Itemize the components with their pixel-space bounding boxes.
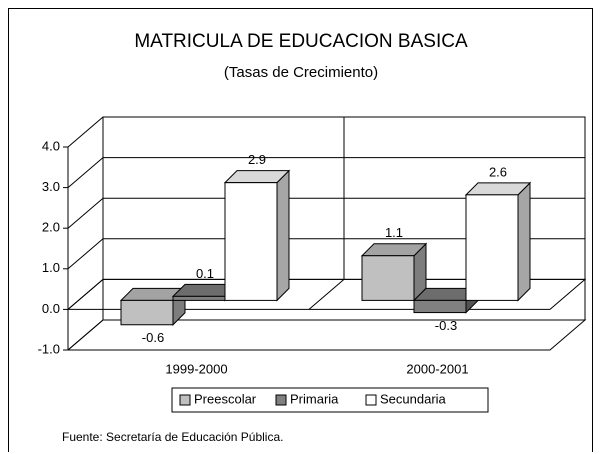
source-note: Fuente: Secretaría de Educación Pública. (62, 430, 283, 444)
bar (120, 299, 174, 326)
y-tick-label: 2.0 (42, 220, 60, 235)
bar-top-shade (362, 243, 426, 256)
grid-side (67, 197, 104, 229)
bar-top-shade (466, 182, 530, 195)
legend-label: Secundaria (380, 391, 447, 406)
legend-label: Primaria (290, 391, 339, 406)
value-label: -0.3 (435, 318, 457, 333)
bar-side-shade (518, 182, 530, 301)
zero-plane (66, 278, 587, 310)
bar (172, 295, 226, 301)
grid-side (67, 157, 104, 188)
bar (361, 255, 415, 301)
value-label: 0.1 (196, 266, 214, 281)
bar (465, 194, 519, 301)
legend-swatch (179, 394, 191, 406)
chart-title: MATRICULA DE EDUCACION BASICA (134, 31, 468, 52)
floor-divider (308, 279, 345, 310)
bar-side-shade (414, 243, 426, 301)
bar-top-shade (414, 288, 478, 301)
grid-side (67, 116, 104, 148)
bar-top-shade (121, 288, 185, 301)
bar-top-shade (173, 284, 237, 297)
value-label: -0.6 (142, 330, 164, 345)
x-tick-label: 1999-2000 (165, 361, 227, 376)
legend-box (171, 387, 489, 413)
chart-subtitle: (Tasas de Crecimiento) (224, 64, 378, 81)
frame (8, 8, 593, 452)
y-tick-label: 3.0 (42, 179, 60, 194)
y-tick-label: 0.0 (42, 301, 60, 316)
x-tick-label: 2000-2001 (406, 361, 468, 376)
value-label: 2.9 (248, 152, 266, 167)
bar-top-shade (225, 170, 289, 183)
y-tick-label: -1.0 (38, 341, 60, 356)
value-label: 2.6 (489, 164, 507, 179)
floor (66, 319, 587, 351)
y-tick-label: 1.0 (42, 260, 60, 275)
bar (224, 182, 278, 301)
legend-label: Preescolar (194, 391, 257, 406)
bar-side-shade (277, 170, 289, 301)
value-label: 1.1 (385, 225, 403, 240)
y-tick-label: 4.0 (42, 138, 60, 153)
legend-swatch (365, 394, 377, 406)
bar (413, 299, 467, 314)
legend-swatch (275, 394, 287, 406)
grid-side (67, 238, 104, 270)
